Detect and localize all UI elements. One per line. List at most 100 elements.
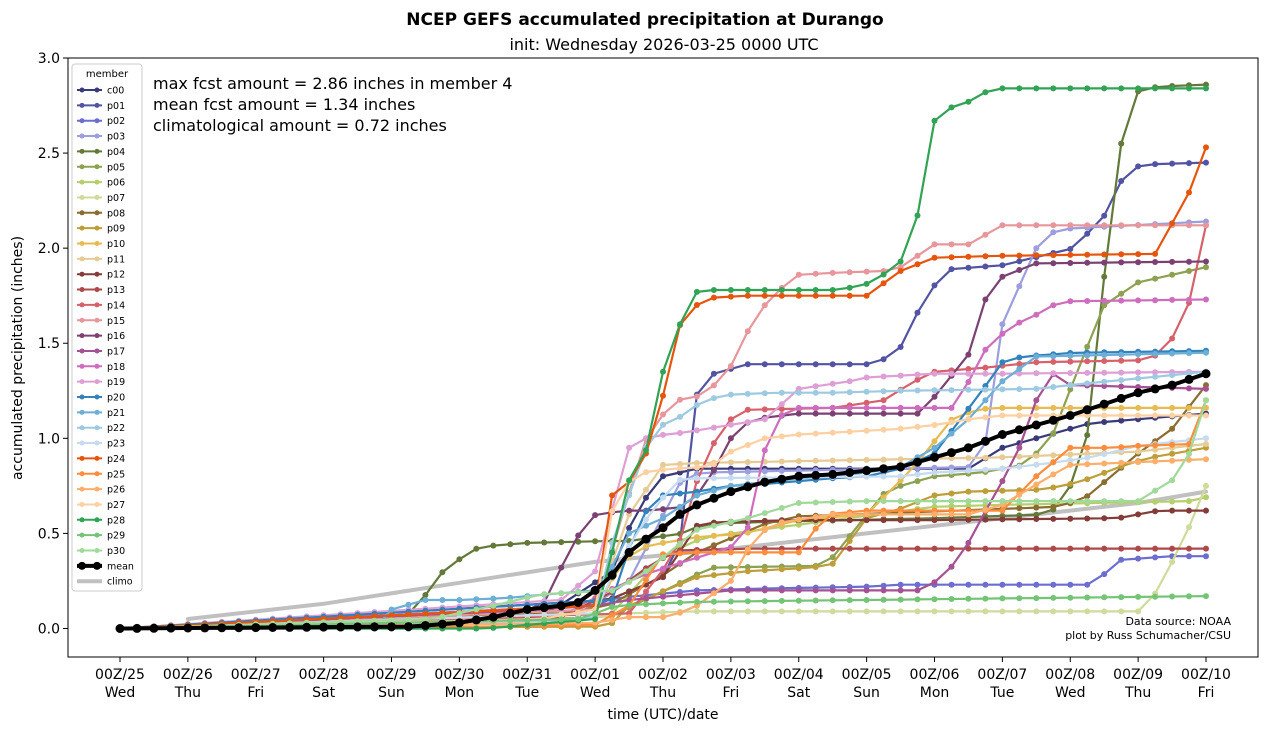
data-point [812,545,819,552]
data-point [1033,385,1040,392]
mean-point [997,430,1007,439]
data-point [710,564,717,571]
data-point [812,410,819,417]
data-point [1016,267,1023,273]
legend-marker [79,532,85,538]
data-point [1050,503,1057,510]
data-point [558,539,565,546]
data-point [931,387,938,394]
data-point [710,440,717,447]
data-point [388,612,395,619]
data-point [1067,594,1074,601]
data-point [914,511,921,518]
mean-point [1167,380,1177,390]
data-point [507,598,514,605]
data-point [1101,545,1108,552]
x-tick-label: 00Z/02 [638,667,688,683]
data-point [914,545,921,552]
data-point [1118,351,1125,358]
data-point [795,458,802,465]
data-point [1169,507,1176,514]
data-point [1084,251,1091,258]
data-point [812,383,819,390]
data-point [1033,435,1040,442]
data-point [761,292,768,299]
mean-point [132,623,142,633]
legend-marker [79,241,85,246]
legend-marker [79,348,85,354]
legend-marker [94,194,100,200]
data-point [710,294,717,301]
data-point [863,410,870,417]
data-point [710,487,717,494]
x-axis: 00Z/25 Wed 00Z/26 Thu 00Z/27 Fri 00Z/28 Sat 00Z/… [95,657,1231,701]
data-point [829,554,836,561]
data-point [626,588,633,595]
data-point [744,529,751,536]
legend-item-p06: p06 [77,178,125,189]
data-point [1067,545,1074,552]
data-point [846,404,853,411]
data-point [1118,377,1125,384]
data-point [761,406,768,413]
data-point [643,588,649,595]
data-point [965,545,972,552]
data-point [846,292,853,299]
data-point [965,595,972,602]
data-point [812,270,819,277]
data-point [456,610,463,617]
mean-point [336,622,346,632]
data-point [422,610,429,617]
data-point [660,392,666,399]
data-point [744,390,751,397]
data-point [965,498,972,505]
data-point [897,425,904,432]
x-axis-label: time (UTC)/date [607,707,718,723]
data-point [575,616,582,622]
data-point [795,597,802,604]
data-point [660,593,666,600]
data-point [1084,352,1091,359]
x-tick-label: 00Z/05 [842,667,892,683]
data-point [507,541,514,548]
data-point [1084,493,1091,500]
data-point [1135,357,1142,364]
data-point [897,482,904,489]
data-point [1067,358,1074,365]
data-point [965,370,972,377]
data-point [744,524,751,531]
data-point [812,287,819,293]
climo-annotation: climatological amount = 0.72 inches [153,116,447,135]
data-point [1050,384,1057,390]
data-point [1135,259,1142,266]
legend-label: p17 [107,346,125,357]
data-point [829,511,836,518]
data-point [643,568,649,575]
data-point [948,104,955,111]
data-point [999,359,1006,366]
data-point [439,569,446,576]
data-point [914,471,921,478]
data-point [592,512,599,519]
data-point [1118,459,1125,466]
data-point [1152,554,1159,561]
data-point [744,442,751,448]
mean-point [505,608,515,618]
legend-item-p20: p20 [77,393,125,404]
data-point [999,330,1006,337]
data-point [693,590,700,597]
data-point [660,574,666,581]
data-point [914,252,921,259]
mean-point [980,436,990,446]
data-point [761,447,768,454]
data-point [1016,453,1023,460]
mean-point [743,482,753,492]
x-tick-label: 00Z/25 [95,667,145,683]
legend-label: p27 [107,500,125,511]
x-tick-day: Sun [378,685,405,701]
data-point [1050,358,1057,365]
data-point [1135,351,1142,358]
legend-label: c00 [107,86,124,97]
data-point [1135,85,1142,92]
legend-marker [93,561,101,570]
